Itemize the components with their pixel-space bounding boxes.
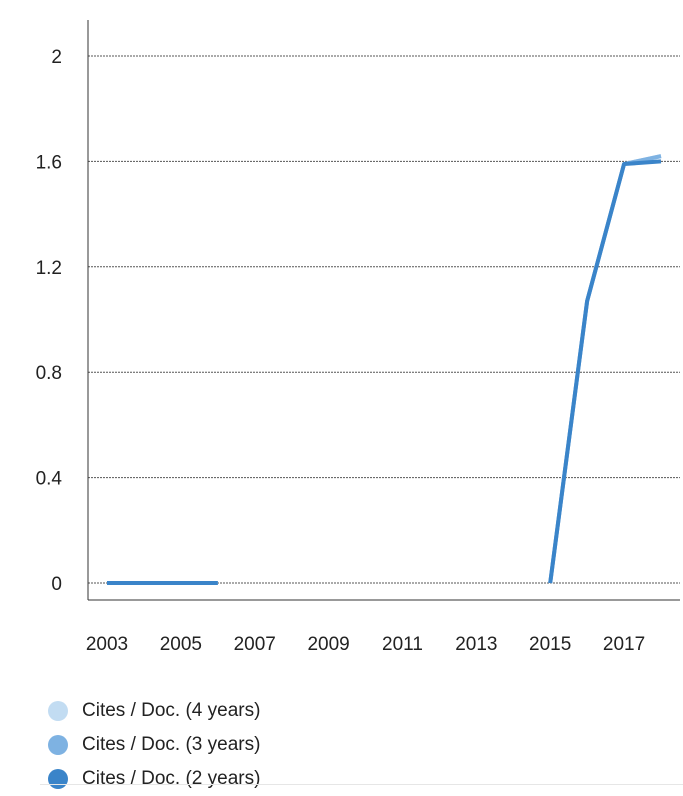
gridlines: [88, 55, 680, 584]
line-chart: 00.40.81.21.62 2003 2005 2007 2009 2011 2013 2…: [36, 20, 680, 655]
y-tick-label: 1.2: [36, 258, 62, 279]
series-line: [548, 154, 662, 584]
legend-label: Cites / Doc. (4 years): [82, 700, 261, 721]
x-tick-label: 2013: [455, 634, 497, 655]
legend-swatch: [48, 701, 68, 721]
y-tick-labels: 0 0.4 0.8 1.2 1.6 2: [36, 47, 63, 595]
x-tick-labels: 2003 2005 2007 2009 2011 2013 2015 2017: [86, 634, 645, 655]
x-tick-label: 2007: [234, 634, 276, 655]
x-tick-label: 2009: [307, 634, 349, 655]
legend-label: Cites / Doc. (2 years): [82, 768, 261, 789]
y-tick-label: 0.8: [36, 363, 62, 384]
divider: [40, 784, 683, 785]
legend-item[interactable]: Cites / Doc. (2 years): [48, 762, 260, 796]
y-tick-label: 0.4: [36, 469, 63, 490]
axes: [87, 20, 680, 601]
x-tick-label: 2011: [382, 634, 423, 655]
x-tick-label: 2005: [160, 634, 202, 655]
series-lines: [107, 154, 662, 585]
legend-swatch: [48, 735, 68, 755]
y-tick-label: 2: [51, 47, 62, 68]
legend-item[interactable]: Cites / Doc. (4 years): [48, 694, 260, 728]
legend-label: Cites / Doc. (3 years): [82, 734, 261, 755]
y-tick-label: 0: [51, 574, 62, 595]
x-tick-label: 2015: [529, 634, 571, 655]
y-tick-label: 1.6: [36, 152, 62, 173]
x-tick-label: 2003: [86, 634, 128, 655]
x-tick-label: 2017: [603, 634, 645, 655]
chart-area: 0 0.4 0.8 1.2 1.6 2 2003 2005 2007 2009 2011 2013 2…: [36, 20, 680, 655]
legend-item[interactable]: Cites / Doc. (3 years): [48, 728, 260, 762]
legend-swatch: [48, 769, 68, 789]
chart-legend: Cites / Doc. (4 years) Cites / Doc. (3 y…: [48, 694, 260, 796]
series-line: [548, 159, 662, 584]
series-line: [548, 154, 662, 584]
